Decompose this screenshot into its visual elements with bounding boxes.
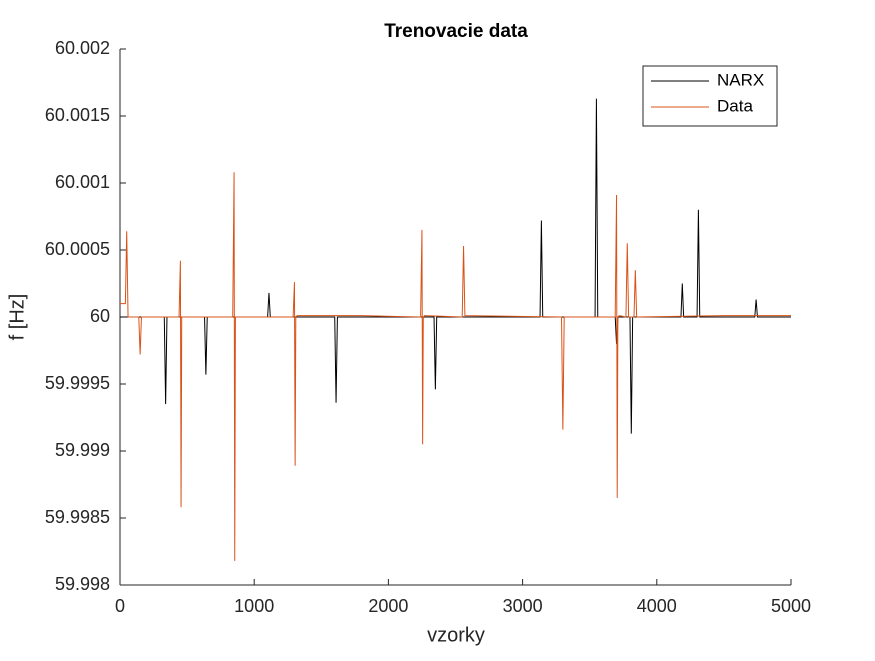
y-tick-label: 60 bbox=[90, 306, 110, 326]
y-tick-label: 60.001 bbox=[55, 172, 110, 192]
data-line bbox=[120, 172, 791, 561]
y-tick-label: 59.998 bbox=[55, 574, 110, 594]
y-tick-label: 59.999 bbox=[55, 440, 110, 460]
y-tick-label: 59.9985 bbox=[45, 507, 110, 527]
y-tick-label: 60.002 bbox=[55, 38, 110, 58]
legend-label: Data bbox=[717, 96, 753, 115]
legend-label: NARX bbox=[717, 70, 764, 89]
x-tick-label: 3000 bbox=[503, 596, 543, 616]
y-axis-label: f [Hz] bbox=[6, 294, 28, 341]
legend-box bbox=[642, 65, 778, 127]
chart-title: Trenovacie data bbox=[384, 21, 528, 42]
y-tick-label: 59.9995 bbox=[45, 373, 110, 393]
x-tick-label: 5000 bbox=[771, 596, 811, 616]
x-tick-label: 4000 bbox=[637, 596, 677, 616]
x-tick-label: 1000 bbox=[234, 596, 274, 616]
x-tick-label: 0 bbox=[115, 596, 125, 616]
x-tick-label: 2000 bbox=[368, 596, 408, 616]
y-tick-label: 60.0015 bbox=[45, 105, 110, 125]
x-axis-label: vzorky bbox=[427, 624, 485, 646]
y-tick-label: 60.0005 bbox=[45, 239, 110, 259]
